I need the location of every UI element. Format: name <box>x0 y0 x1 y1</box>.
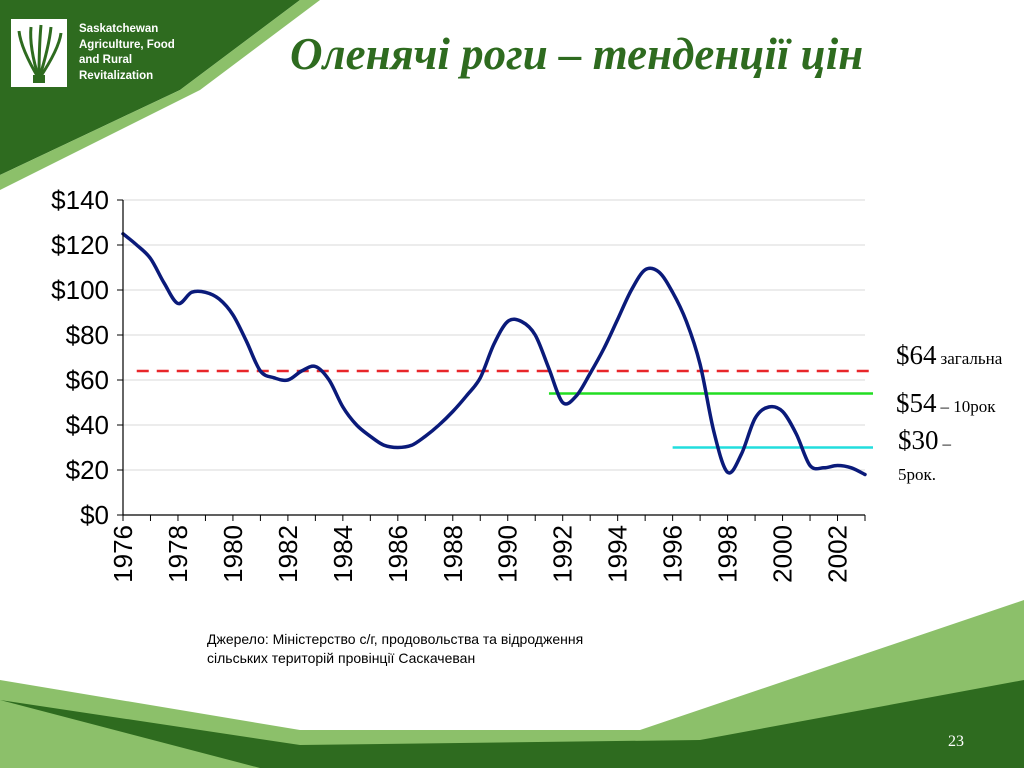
x-tick-label: 1994 <box>603 525 633 583</box>
x-tick-label: 2000 <box>768 525 798 583</box>
reference-text: – 10рок <box>940 397 996 416</box>
y-tick-label: $20 <box>66 455 109 485</box>
reference-label-overall: $64 загальна <box>896 340 1002 371</box>
y-tick-label: $60 <box>66 365 109 395</box>
y-tick-labels: $0 $20 $40 $60 $80 $100 $120 $140 <box>51 185 109 530</box>
x-tick-label: 1986 <box>383 525 413 583</box>
x-tick-label: 1990 <box>493 525 523 583</box>
y-tick-label: $80 <box>66 320 109 350</box>
reference-text: загальна <box>940 349 1003 368</box>
footer-dark-green-shape <box>0 680 1024 768</box>
y-tick-label: $100 <box>51 275 109 305</box>
reference-text: 5рок. <box>898 465 937 484</box>
x-tick-label: 1992 <box>548 525 578 583</box>
org-line: Agriculture, Food <box>79 38 175 51</box>
reference-label-5yr-line2: 5рок. <box>898 465 936 485</box>
x-tick-label: 1996 <box>658 525 688 583</box>
reference-text: – <box>942 434 952 453</box>
x-tick-label: 1988 <box>438 525 468 583</box>
reference-label-10yr: $54 – 10рок <box>896 388 996 419</box>
y-tick-label: $140 <box>51 185 109 215</box>
series-line <box>121 232 867 477</box>
axes <box>117 199 866 521</box>
reference-value: $30 <box>898 425 939 455</box>
wheat-logo-icon <box>17 24 63 83</box>
source-note: Джерело: Міністерство с/г, продовольства… <box>207 630 583 668</box>
x-tick-label: 2002 <box>823 525 853 583</box>
page-number: 23 <box>948 733 964 750</box>
reference-value: $54 <box>896 388 937 418</box>
price-trend-chart: $0$20$40$60$80$100$120$140 1976 1978 1980 1… <box>51 185 873 583</box>
org-line: Saskatchewan <box>79 23 159 35</box>
source-line: сільських територій провінції Саскачеван <box>207 650 476 666</box>
x-tick-label: 1980 <box>218 525 248 583</box>
x-tick-labels: 1976 1978 1980 1982 1984 1986 1988 1990 1992 1994… <box>108 525 853 583</box>
x-tick-label: 1982 <box>273 525 303 583</box>
series-layer <box>121 232 867 477</box>
reference-value: $64 <box>896 340 937 370</box>
header-light-band <box>0 0 320 190</box>
reference-label-5yr: $30 – <box>898 425 951 456</box>
logo <box>11 19 67 87</box>
source-line: Джерело: Міністерство с/г, продовольства… <box>207 631 584 647</box>
slide-title: Оленячі роги – тенденції цін <box>290 29 864 79</box>
x-tick-label: 1984 <box>328 525 358 583</box>
organization-name: Saskatchewan Agriculture, Food and Rural… <box>79 22 219 84</box>
x-tick-label: 1998 <box>713 525 743 583</box>
y-tick-label: $0 <box>80 500 109 530</box>
y-tick-label: $120 <box>51 230 109 260</box>
org-line: Revitalization <box>79 69 154 82</box>
org-line: and Rural <box>79 54 133 66</box>
y-tick-label: $40 <box>66 410 109 440</box>
gridlines <box>123 199 865 471</box>
footer-light-green-shape <box>0 600 1024 768</box>
header-green-shape <box>0 0 300 175</box>
x-tick-label: 1976 <box>108 525 138 583</box>
x-tick-label: 1978 <box>163 525 193 583</box>
